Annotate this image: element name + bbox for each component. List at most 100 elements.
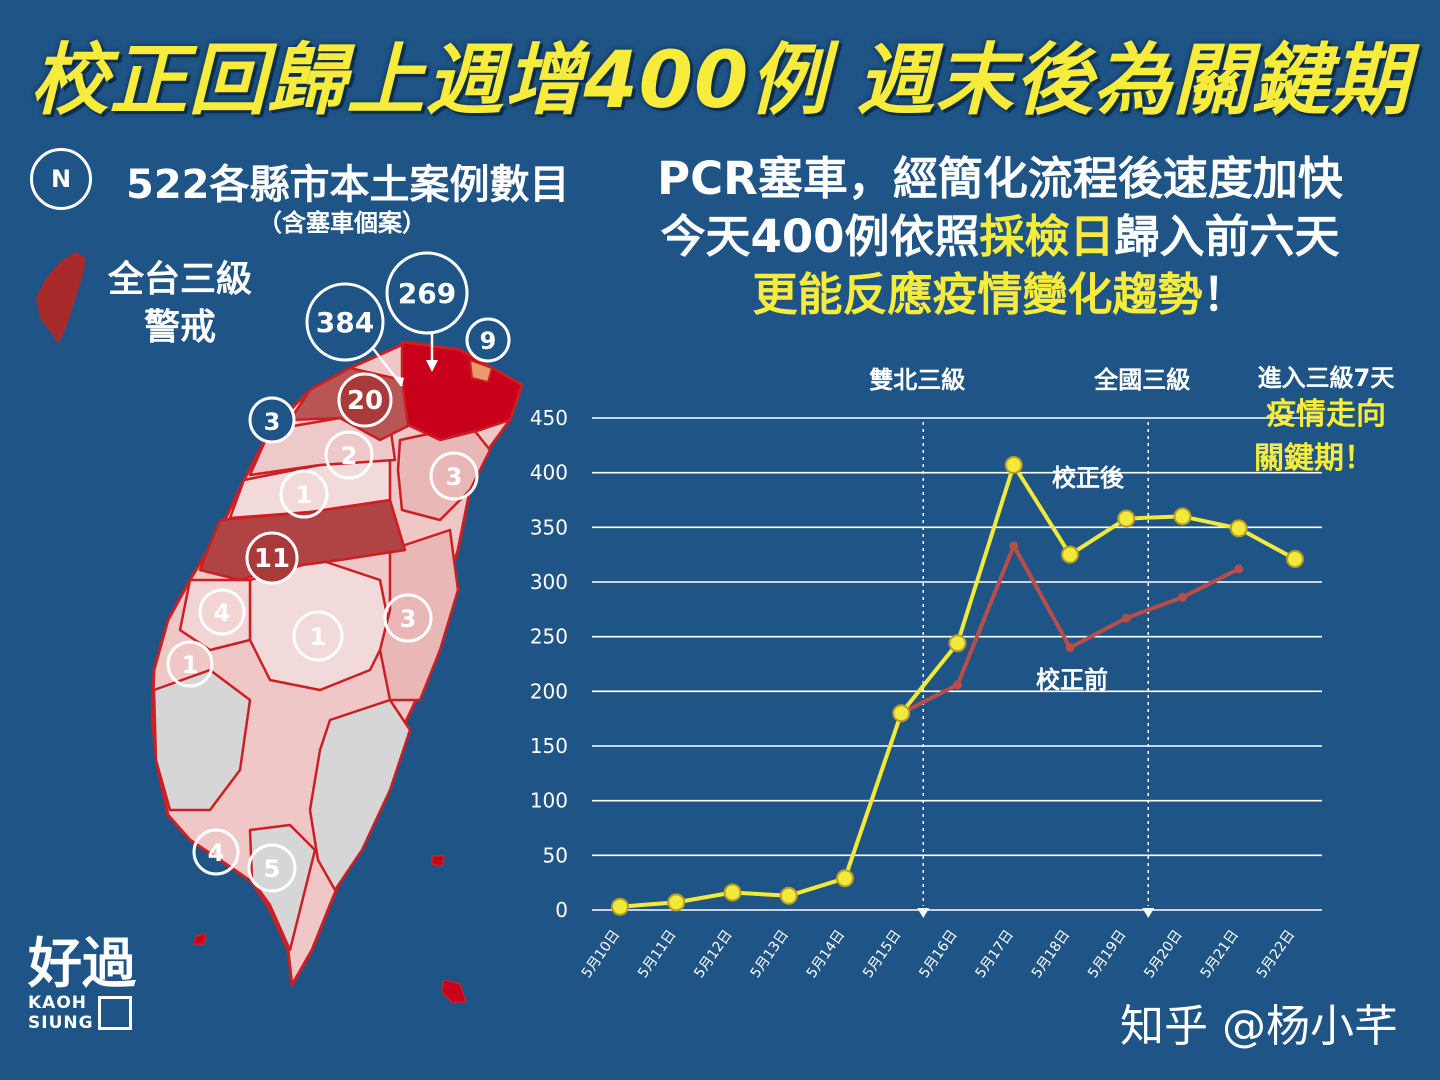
info-line-1: PCR塞車，經簡化流程後速度加快 bbox=[657, 152, 1343, 205]
brand-line-2: SIUNG bbox=[28, 1013, 94, 1033]
bubble-20-ring bbox=[337, 372, 393, 428]
y-tick-label: 350 bbox=[530, 515, 568, 539]
note-line-3: 關鍵期！ bbox=[1254, 441, 1374, 476]
taiwan-silhouette-icon bbox=[36, 252, 86, 344]
data-point bbox=[1061, 545, 1079, 564]
bubble-2-ring bbox=[324, 430, 374, 480]
north-compass-icon: N bbox=[30, 148, 92, 210]
annotation-arrow-icon bbox=[917, 908, 930, 918]
bubble-4-changhua: 4 bbox=[214, 599, 231, 627]
county-central bbox=[248, 558, 392, 692]
data-point bbox=[723, 883, 742, 902]
bubble-3-yilan: 3 bbox=[446, 463, 463, 491]
data-point bbox=[611, 897, 629, 916]
data-point bbox=[836, 869, 854, 888]
bubble-1-nantou: 1 bbox=[310, 623, 327, 651]
x-tick-label: 5月22日 bbox=[1254, 927, 1299, 981]
data-point bbox=[1117, 509, 1136, 528]
bubble-1-yunlin-ring bbox=[166, 640, 214, 688]
bubble-4-kaohsiung-ring bbox=[192, 828, 240, 876]
x-tick-label: 5月21日 bbox=[1198, 927, 1243, 981]
watermark: 知乎 @杨小芊 bbox=[1120, 1001, 1398, 1052]
info-line-3-highlight: 更能反應疫情變化趨勢 bbox=[752, 268, 1203, 321]
y-tick-label: 300 bbox=[530, 570, 568, 594]
arrow-384 bbox=[367, 341, 403, 387]
x-tick-label: 5月13日 bbox=[748, 927, 793, 981]
bubble-20: 20 bbox=[347, 386, 383, 416]
bubble-11: 11 bbox=[254, 544, 290, 574]
x-tick-label: 5月11日 bbox=[635, 927, 680, 981]
data-point bbox=[1286, 550, 1304, 569]
county-keelung bbox=[469, 359, 493, 383]
bubble-269-ring bbox=[385, 251, 469, 335]
county-gray-east bbox=[308, 698, 412, 892]
x-tick-label: 5月19日 bbox=[1085, 927, 1130, 981]
bubble-9: 9 bbox=[480, 327, 497, 355]
info-line-2: 今天400例依照採檢日歸入前六天 bbox=[600, 208, 1400, 266]
brand-title: 好過 bbox=[28, 932, 136, 995]
data-point bbox=[948, 634, 967, 653]
alert-line-1: 全台三級 bbox=[107, 259, 252, 300]
data-point bbox=[1234, 564, 1244, 574]
arrow-384-head bbox=[395, 376, 404, 386]
bubble-1-miaoli: 1 bbox=[296, 481, 313, 509]
x-tick-label: 5月18日 bbox=[1029, 927, 1074, 981]
island-green bbox=[431, 855, 445, 867]
y-tick-label: 250 bbox=[530, 625, 568, 649]
y-tick-label: 200 bbox=[530, 679, 568, 703]
bubble-1-nantou-ring bbox=[292, 610, 344, 662]
data-point bbox=[1065, 643, 1075, 653]
taiwan-county-map: 384 269 9 20 3 2 3 1 11 4 1 3 1 4 5 bbox=[150, 251, 524, 1003]
annotation-arrow-icon bbox=[1142, 908, 1155, 918]
y-tick-label: 100 bbox=[530, 789, 568, 813]
data-point bbox=[1121, 613, 1131, 623]
bubble-3-nw-ring bbox=[248, 396, 296, 444]
y-tick-label: 0 bbox=[555, 898, 568, 922]
map-subtitle: （含塞車個案） bbox=[258, 209, 426, 237]
annotation-label: 雙北三級 bbox=[869, 366, 965, 394]
bubble-384: 384 bbox=[316, 306, 374, 339]
x-tick-label: 5月16日 bbox=[916, 927, 961, 981]
bubble-1-yunlin: 1 bbox=[182, 651, 199, 679]
island-orchid bbox=[441, 979, 467, 1003]
headline: 校正回歸上週增400例 週末後為關鍵期 bbox=[30, 36, 1410, 126]
data-point bbox=[1178, 592, 1187, 602]
bubble-11-ring bbox=[245, 531, 299, 585]
data-point bbox=[1173, 507, 1192, 526]
bubble-2: 2 bbox=[341, 442, 358, 470]
data-point bbox=[1004, 456, 1023, 475]
arrow-269-head bbox=[426, 360, 438, 372]
info-text: PCR塞車，經簡化流程後速度加快 今天400例依照採檢日歸入前六天 更能反應疫情… bbox=[600, 150, 1400, 324]
info-line-2-highlight: 採檢日 bbox=[979, 210, 1115, 263]
bubble-5-ring bbox=[247, 843, 297, 893]
x-tick-label: 5月14日 bbox=[804, 927, 849, 981]
brand-line-1: KAOH bbox=[28, 993, 88, 1013]
x-tick-label: 5月17日 bbox=[973, 927, 1018, 981]
data-point bbox=[667, 893, 686, 912]
bubble-4-changhua-ring bbox=[198, 588, 246, 636]
info-line-3-post: ！ bbox=[1202, 268, 1248, 321]
bubble-269: 269 bbox=[398, 277, 456, 310]
series-label-corrected: 校正後 bbox=[1052, 464, 1125, 492]
info-line-3: 更能反應疫情變化趨勢！ bbox=[600, 266, 1400, 324]
bubble-5: 5 bbox=[264, 855, 281, 883]
note-line-1: 進入三級7天 bbox=[1258, 364, 1395, 392]
data-point bbox=[779, 886, 798, 905]
data-point bbox=[953, 680, 962, 690]
county-hualien bbox=[378, 528, 460, 702]
bubble-3-yilan-ring bbox=[429, 451, 479, 501]
note-line-2: 疫情走向 bbox=[1266, 397, 1386, 432]
bubble-4-kaohsiung: 4 bbox=[208, 839, 225, 867]
series-label-before: 校正前 bbox=[1036, 666, 1108, 694]
y-tick-label: 150 bbox=[530, 734, 568, 758]
county-gray-west bbox=[152, 668, 252, 812]
data-point bbox=[1009, 541, 1019, 551]
alert-line-2: 警戒 bbox=[143, 307, 216, 348]
x-tick-label: 5月15日 bbox=[860, 927, 905, 981]
bubble-3-nw: 3 bbox=[264, 408, 281, 436]
map-title: 522各縣市本土案例數目 bbox=[126, 162, 570, 208]
info-line-2-pre: 今天400例依照 bbox=[660, 210, 980, 263]
y-tick-label: 50 bbox=[543, 843, 568, 867]
info-line-2-post: 歸入前六天 bbox=[1114, 210, 1340, 263]
